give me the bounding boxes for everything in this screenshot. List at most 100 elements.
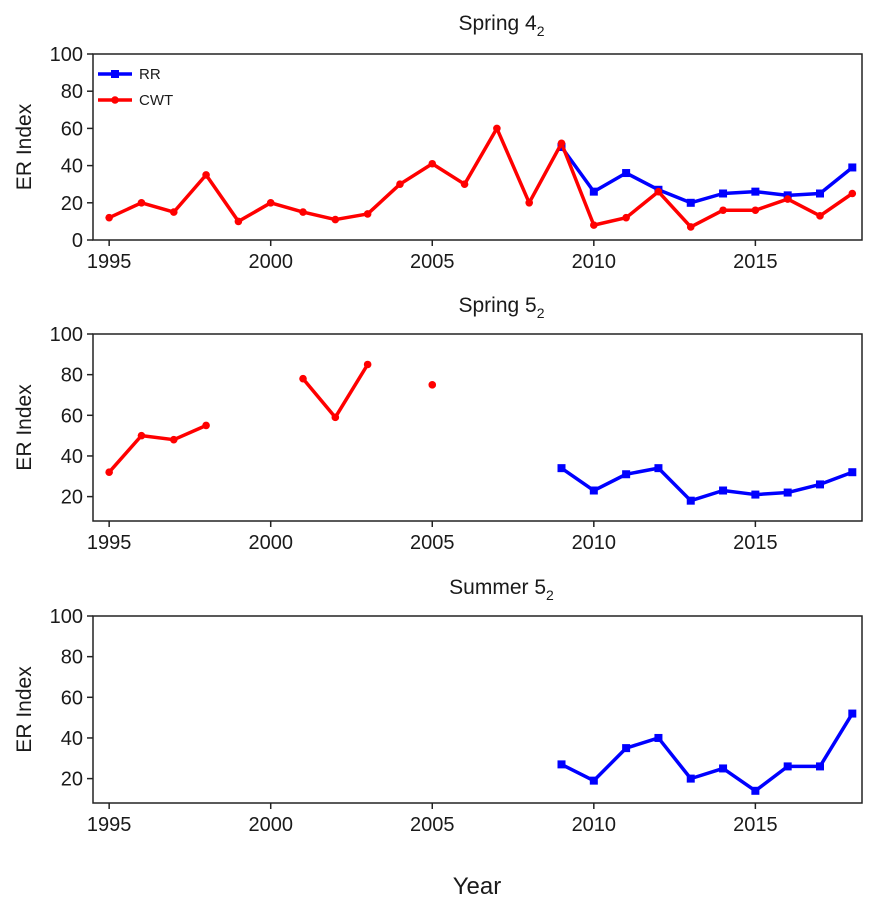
series-line (560, 145, 854, 205)
data-point (363, 360, 372, 369)
data-point (686, 774, 695, 783)
data-point (622, 470, 631, 479)
data-point (105, 468, 113, 477)
data-point (848, 163, 857, 172)
x-tick-label: 2000 (248, 251, 293, 273)
data-point (719, 189, 728, 198)
data-point (816, 212, 824, 220)
series-CWT (105, 124, 857, 231)
data-point (848, 189, 857, 198)
y-axis-title: ER Index (13, 103, 36, 190)
data-point (557, 464, 566, 473)
data-point (622, 213, 630, 222)
y-tick-label: 80 (61, 365, 83, 387)
data-point (202, 421, 210, 430)
y-tick-label: 100 (50, 324, 83, 346)
data-point (363, 210, 372, 218)
y-tick-label: 80 (61, 647, 83, 669)
data-point (751, 786, 760, 795)
x-tick-label: 2015 (733, 251, 778, 273)
data-point (266, 199, 275, 207)
series-CWT (105, 360, 437, 477)
data-point (622, 169, 631, 178)
y-tick-label: 80 (61, 81, 83, 103)
y-tick-label: 100 (50, 44, 83, 66)
y-tick-label: 40 (61, 156, 83, 178)
y-tick-label: 60 (61, 118, 83, 140)
data-point (686, 496, 695, 505)
data-point (202, 171, 210, 179)
data-point (428, 159, 437, 168)
series-line (108, 126, 854, 229)
data-point (848, 709, 857, 718)
data-point (331, 413, 340, 422)
x-tick-label: 2000 (248, 814, 293, 836)
data-point (719, 206, 727, 215)
y-tick-label: 20 (61, 487, 83, 509)
data-point (557, 760, 566, 769)
data-point (105, 213, 113, 222)
x-tick-label: 2000 (248, 532, 293, 554)
data-point (719, 486, 728, 495)
data-point (169, 435, 178, 444)
x-tick-label: 1995 (87, 814, 132, 836)
y-tick-label: 40 (61, 728, 83, 750)
data-point (589, 187, 598, 196)
panel-title: Spring 52 (458, 294, 544, 321)
x-tick-label: 1995 (87, 532, 132, 554)
series-RR (557, 464, 857, 505)
y-axis-title: ER Index (13, 384, 36, 471)
panel-2: Spring 52 ER Index 20 40 60 80 100 1995 2000 2005… (13, 294, 863, 554)
x-tick-label: 2005 (410, 814, 455, 836)
data-point (783, 195, 792, 203)
x-tick-label: 1995 (87, 251, 132, 273)
data-point (654, 464, 663, 473)
x-tick-label: 2015 (733, 532, 778, 554)
y-tick-label: 100 (50, 606, 83, 628)
x-tick-label: 2010 (572, 251, 617, 273)
data-point (396, 180, 404, 188)
data-point (589, 486, 598, 495)
y-tick-label: 20 (61, 769, 83, 791)
data-point (751, 490, 760, 499)
data-point (525, 199, 533, 207)
data-point (783, 762, 792, 771)
x-tick-label: 2010 (572, 814, 617, 836)
data-point (557, 139, 566, 148)
y-tick-label: 60 (61, 687, 83, 709)
legend-label: RR (139, 66, 161, 83)
panel-3: Summer 52 ER Index 20 40 60 80 100 1995 2000 2005… (13, 576, 863, 836)
series-line (301, 363, 370, 420)
data-point (460, 180, 469, 188)
legend-marker (111, 70, 119, 78)
data-point (590, 221, 598, 229)
y-tick-label: 20 (61, 193, 83, 215)
plot-frame (92, 615, 863, 804)
data-point (137, 199, 146, 207)
data-point (169, 208, 178, 216)
data-point (331, 215, 340, 224)
series-line (560, 712, 854, 793)
y-axis-title: ER Index (13, 666, 36, 753)
x-tick-label: 2015 (733, 814, 778, 836)
legend: RR CWT (98, 66, 173, 109)
data-point (719, 764, 728, 773)
data-point (783, 488, 792, 497)
data-point (815, 480, 824, 489)
plot-frame (92, 333, 863, 522)
data-point (654, 733, 663, 742)
data-point (815, 762, 824, 771)
data-point (815, 189, 824, 198)
panel-title: Spring 42 (458, 12, 544, 39)
data-point (654, 187, 663, 196)
x-tick-label: 2005 (410, 251, 455, 273)
y-tick-label: 0 (72, 230, 83, 252)
series-line (107, 423, 207, 474)
legend-label: CWT (139, 92, 173, 109)
x-tick-label: 2005 (410, 532, 455, 554)
data-point (234, 217, 243, 226)
legend-marker (111, 96, 119, 104)
data-point (137, 431, 146, 440)
x-axis-title: Year (453, 873, 502, 900)
